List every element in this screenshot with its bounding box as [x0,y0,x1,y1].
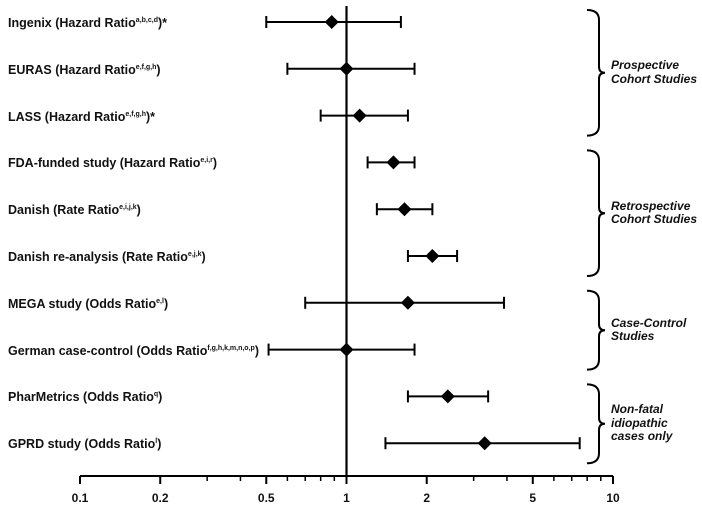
study-label: Ingenix (Hazard Ratioa,b,c,d)* [8,14,167,30]
study-name: EURAS (Hazard Ratio [8,62,136,77]
study-footnote: q [153,391,159,399]
group-label: Case-Control Studies [611,315,687,344]
study-row-marks [406,389,490,404]
group-brackets [586,9,606,465]
study-label: PharMetrics (Odds Ratioq) [8,388,163,405]
x-tick-label: 5 [529,491,536,505]
study-label: Danish re-analysis (Rate Ratioe,j,k) [8,248,206,264]
x-tick-label: 0.1 [72,491,89,505]
study-label: GPRD study (Odds Ratiol) [8,435,161,451]
study-name: GPRD study (Odds Ratio [8,437,156,452]
confidence-intervals [265,15,581,451]
study-name: PharMetrics (Odds Ratio [8,390,154,405]
study-row-marks [265,15,402,29]
group-label: Non-fatal idiopathic cases only [611,402,673,444]
study-name: MEGA study (Odds Ratio [8,296,157,311]
study-footnote: e,l [156,297,164,305]
study-footnote: e,j,k [187,251,202,258]
study-suffix: ) [163,296,169,311]
group-bracket [586,9,606,137]
group-bracket [586,289,606,371]
study-suffix: )* [146,109,156,124]
study-label: Danish (Rate Ratioe,i,j,k) [8,201,141,217]
study-label: German case-control (Odds Ratiof,g,h,k,m… [8,342,259,358]
study-label: EURAS (Hazard Ratioe,f,g,h) [8,61,161,77]
study-label: MEGA study (Odds Ratioe,l) [8,295,168,311]
study-suffix: ) [254,343,259,358]
study-label: FDA-funded study (Hazard Ratioe,i,r) [8,154,217,171]
x-tick-label: 2 [423,491,430,505]
study-suffix: ) [201,250,206,265]
study-suffix: ) [156,62,161,77]
study-row-marks [286,61,416,76]
estimate-diamond [477,436,492,451]
study-name: FDA-funded study (Hazard Ratio [8,156,201,171]
x-tick-label: 1 [343,491,350,505]
group-bracket [586,383,606,465]
study-footnote: e,f,g,h [135,63,157,71]
study-name: LASS (Hazard Ratio [8,109,126,124]
group-bracket [586,149,606,277]
study-footnote: e,i,j,k [119,204,137,212]
x-tick-label: 0.2 [152,491,169,505]
study-name: German case-control (Odds Ratio [8,343,208,358]
study-suffix: ) [157,437,162,452]
study-row-marks [375,202,434,217]
estimate-diamond [352,108,367,123]
study-row-marks [406,249,459,263]
study-footnote: e,f,g,h [125,110,147,118]
estimate-diamond [425,249,440,263]
study-suffix: ) [136,203,141,218]
estimate-diamond [339,342,354,357]
study-row-marks [384,436,581,451]
estimate-diamond [386,155,401,170]
study-name: Danish (Rate Ratio [8,203,120,218]
study-label: LASS (Hazard Ratioe,f,g,h)* [8,108,155,124]
study-suffix: )* [157,16,168,31]
x-axis: 0.1 0.2 0.5 1 2 5 10 [72,475,620,505]
study-footnote: f,g,h,k,m,n,o,p [207,344,255,352]
estimate-diamond [324,15,339,29]
estimate-diamond [440,389,455,404]
study-footnote: e,i,r [200,157,213,165]
x-tick-label: 10 [606,491,620,505]
study-row-marks [366,155,416,170]
study-footnote: l [155,438,158,446]
study-row-marks [319,108,409,123]
study-footnote: a,b,c,d [135,17,158,24]
estimate-diamond [397,202,412,217]
study-row-marks [304,295,506,310]
estimate-diamond [339,61,354,76]
study-suffix: ) [212,156,217,171]
study-name: Danish re-analysis (Rate Ratio [8,250,188,265]
estimate-diamond [400,295,415,310]
study-row-marks [267,342,416,357]
x-tick-label: 0.5 [258,491,275,505]
group-label: Retrospective Cohort Studies [611,198,697,227]
study-name: Ingenix (Hazard Ratio [8,16,136,31]
study-suffix: ) [158,390,163,405]
group-label: Prospective Cohort Studies [611,58,697,86]
